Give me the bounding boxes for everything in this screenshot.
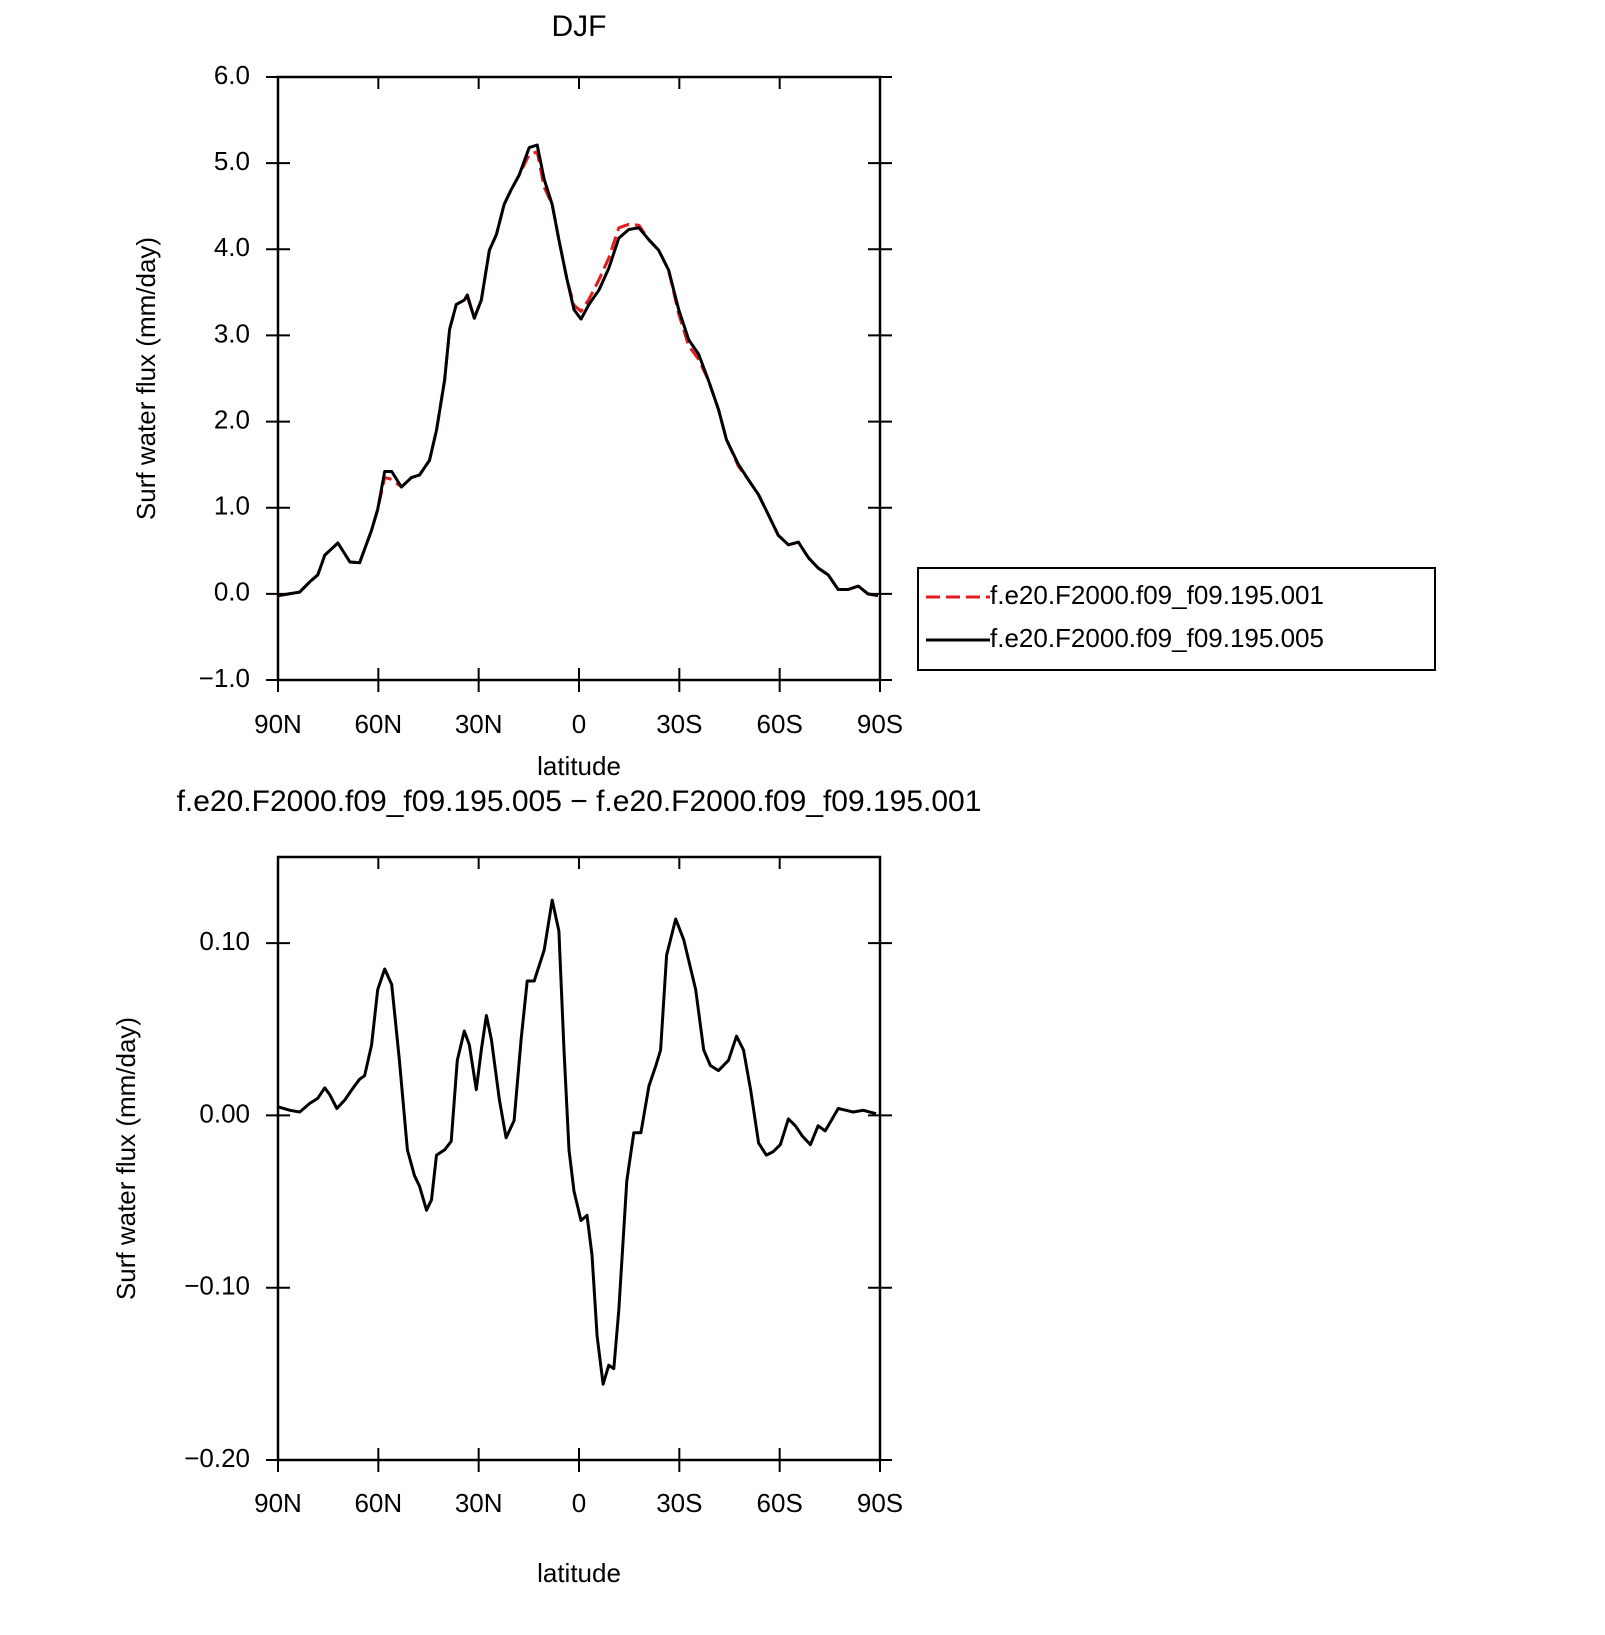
y-tick-label: 2.0 [214,404,250,434]
x-tick-label: 30N [455,1488,503,1518]
plot-frame [276,75,882,682]
x-axis-label: latitude [537,1558,621,1588]
x-tick-label: 90S [857,1488,903,1518]
plot-frame [276,855,882,1462]
x-tick-label: 0 [572,1488,586,1518]
legend-label: f.e20.F2000.f09_f09.195.005 [990,623,1324,653]
x-tick-label: 0 [572,709,586,739]
x-axis-label: latitude [537,751,621,781]
x-tick-label: 90N [254,709,302,739]
y-tick-label: −0.20 [184,1443,250,1473]
data-line [277,150,879,598]
y-tick-label: 0.0 [214,577,250,607]
legend-label: f.e20.F2000.f09_f09.195.001 [990,580,1324,610]
y-tick-label: −0.10 [184,1271,250,1301]
chart-title: DJF [552,10,607,43]
x-tick-label: 60N [354,1488,402,1518]
y-tick-label: 5.0 [214,146,250,176]
y-tick-label: 3.0 [214,318,250,348]
x-tick-label: 30S [656,709,702,739]
y-tick-label: 1.0 [214,491,250,521]
x-tick-label: 60N [354,709,402,739]
chart: DJF latitude Surf water flux (mm/day) −1.0 0… [131,10,1436,781]
x-tick-label: 90S [857,709,903,739]
data-line [277,143,879,598]
x-tick-label: 30N [455,709,503,739]
y-tick-label: 0.10 [199,926,250,956]
y-tick-label: −1.0 [199,663,250,693]
y-tick-label: 6.0 [214,60,250,90]
x-tick-label: 60S [757,709,803,739]
x-tick-label: 90N [254,1488,302,1518]
y-axis-label: Surf water flux (mm/day) [111,1017,141,1300]
legend-box [917,567,1436,671]
y-tick-label: 4.0 [214,232,250,262]
y-axis-label: Surf water flux (mm/day) [131,237,161,520]
data-line [277,898,877,1386]
x-tick-label: 30S [656,1488,702,1518]
y-tick-label: 0.00 [199,1098,250,1128]
chart-title: f.e20.F2000.f09_f09.195.005 − f.e20.F200… [177,785,982,818]
x-tick-label: 60S [757,1488,803,1518]
chart: f.e20.F2000.f09_f09.195.005 − f.e20.F200… [111,785,982,1588]
